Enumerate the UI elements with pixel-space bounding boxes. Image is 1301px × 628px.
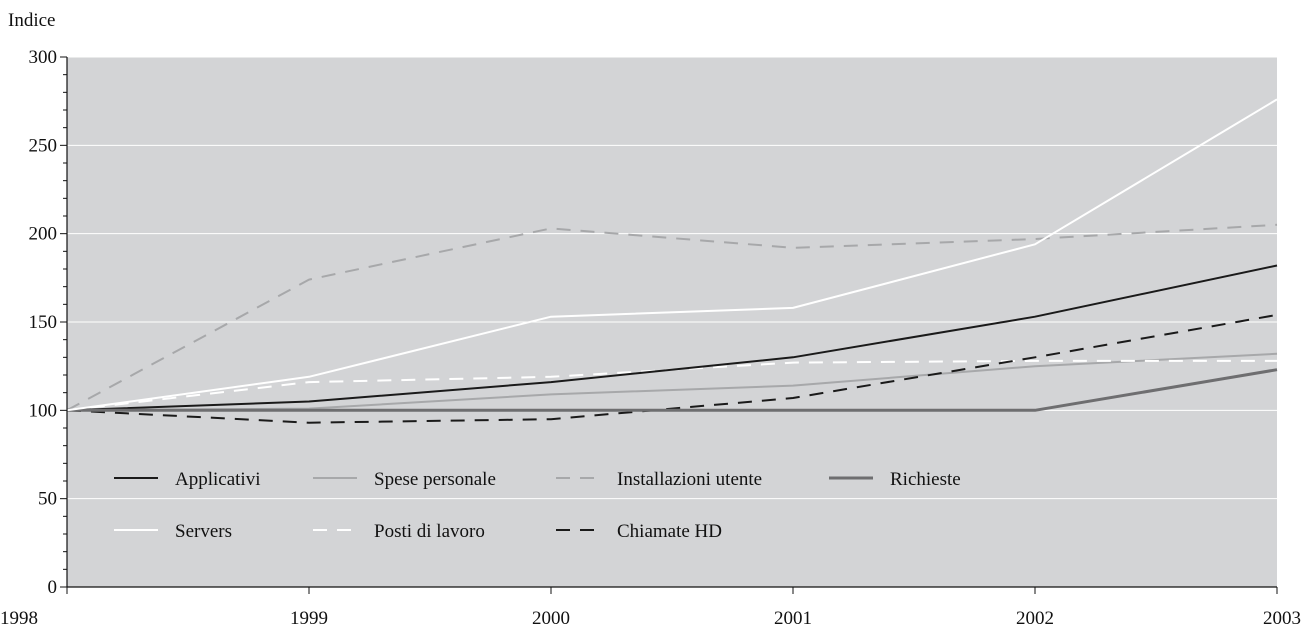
y-tick-label: 200 <box>29 224 58 245</box>
y-tick-label: 150 <box>29 312 58 333</box>
x-tick-label: 2003 <box>1263 608 1301 628</box>
legend-label: Posti di lavoro <box>374 521 485 542</box>
y-tick-label: 250 <box>29 135 58 156</box>
series-line-installazioni-utente <box>66 223 1278 412</box>
x-tick-label: 1998 <box>0 608 38 628</box>
series-line-chiamate-hd <box>66 313 1278 424</box>
series-lines <box>66 98 1278 424</box>
legend-label: Servers <box>175 521 232 542</box>
legend-label: Chiamate HD <box>617 521 722 542</box>
axes: 0 50 100 150 200 250 300 1998 1999 2000 2001 2002 20… <box>0 47 1301 628</box>
y-tick-label: 0 <box>48 577 58 598</box>
legend: Applicativi Spese personale Installazioni … <box>114 469 961 542</box>
x-tick-label: 2002 <box>1016 608 1054 628</box>
x-tick-label: 2000 <box>532 608 570 628</box>
y-tick-label: 50 <box>38 489 57 510</box>
x-tick-label: 1999 <box>290 608 328 628</box>
x-tick-label: 2001 <box>774 608 812 628</box>
legend-label: Installazioni utente <box>617 469 762 490</box>
series-line-applicativi <box>66 264 1278 412</box>
series-line-servers <box>66 98 1278 412</box>
y-tick-label: 100 <box>29 400 58 421</box>
legend-label: Applicativi <box>175 469 260 490</box>
legend-label: Spese personale <box>374 469 496 490</box>
series-line-richieste <box>67 368 1278 412</box>
y-axis-title: Indice <box>8 10 55 31</box>
y-tick-label: 300 <box>29 47 58 68</box>
legend-label: Richieste <box>890 469 961 490</box>
